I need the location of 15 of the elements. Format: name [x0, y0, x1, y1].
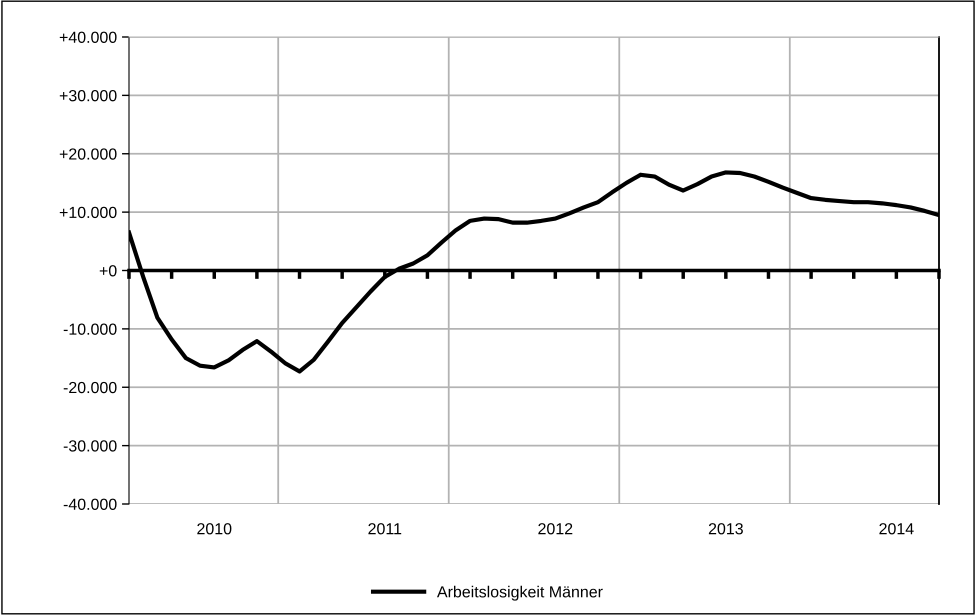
- y-tick-label: +20.000: [60, 148, 117, 160]
- y-tick-label: -40.000: [64, 498, 117, 510]
- y-tick-label: +0: [100, 265, 117, 276]
- y-tick-label: +30.000: [60, 90, 117, 102]
- x-tick-label: 2013: [708, 523, 743, 534]
- x-tick-label: 2010: [197, 523, 232, 534]
- y-tick-label: +10.000: [60, 206, 117, 218]
- y-tick-label: -10.000: [64, 324, 117, 335]
- y-tick-label: -30.000: [64, 440, 117, 452]
- y-tick-label: -20.000: [64, 382, 117, 394]
- x-tick-label: 2014: [879, 523, 914, 534]
- x-tick-label: 2011: [368, 523, 402, 534]
- y-tick-label: +40.000: [60, 32, 117, 43]
- x-tick-label: 2012: [538, 523, 572, 534]
- legend-label: Arbeitslosigkeit Männer: [436, 586, 603, 601]
